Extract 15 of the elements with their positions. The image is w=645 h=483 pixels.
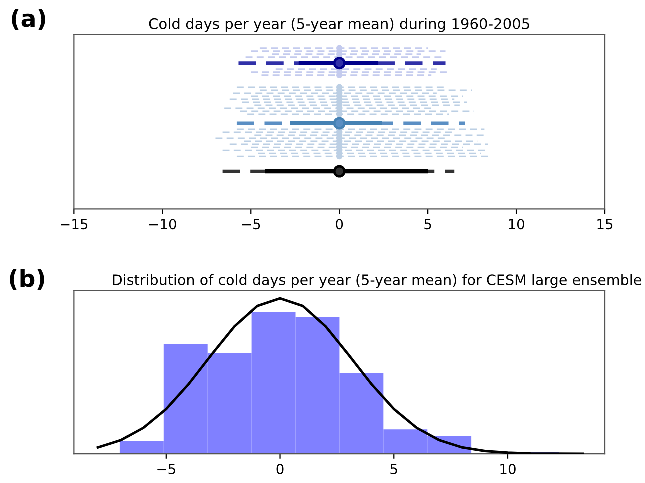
chart-title: Cold days per year (5-year mean) during 1960-2005 — [149, 18, 530, 32]
x-tick-label: −10 — [149, 219, 176, 230]
x-tick-label: −15 — [60, 219, 88, 230]
text: (a) — [12, 9, 46, 30]
x-tick-label: −5 — [158, 464, 176, 474]
x-tick-label: 10 — [509, 219, 524, 230]
chart-title: Distribution of cold days per year (5-year mean) for CESM large ensemble — [113, 274, 642, 288]
x-tick-label: 15 — [598, 219, 613, 230]
text: (b) — [10, 269, 44, 290]
x-tick-label: 0 — [276, 464, 284, 474]
x-tick-label: 10 — [500, 464, 516, 474]
x-tick-label: 5 — [424, 219, 432, 230]
x-tick-label: 0 — [336, 219, 344, 230]
x-tick-label: 5 — [390, 464, 398, 474]
x-tick-label: −5 — [242, 219, 260, 230]
